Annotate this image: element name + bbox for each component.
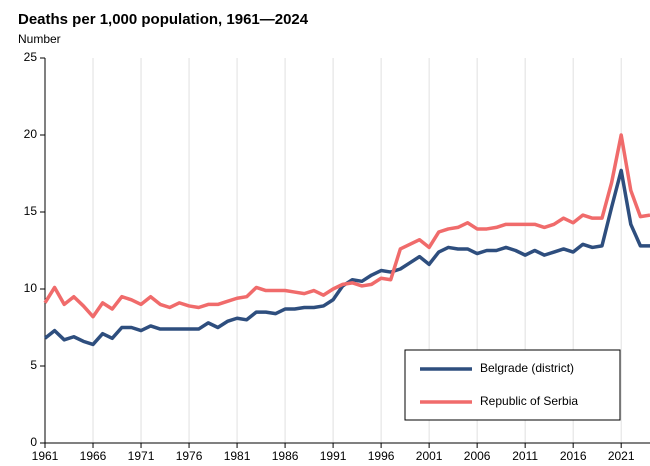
x-tick-label: 1981 [224,449,251,463]
y-tick-label: 0 [30,435,37,449]
chart-title: Deaths per 1,000 population, 1961—2024 [18,11,309,28]
y-tick-label: 10 [24,281,38,295]
x-tick-label: 2016 [560,449,587,463]
x-tick-label: 1966 [80,449,107,463]
line-series [43,133,650,319]
chart-subtitle: Number [18,32,61,46]
legend-label: Belgrade (district) [480,361,574,375]
x-tick-label: 2001 [416,449,443,463]
y-tick-label: 5 [30,358,37,372]
y-tick-label: 25 [24,50,38,64]
y-tick-label: 20 [24,127,38,141]
y-tick-label: 15 [24,204,38,218]
legend-box [404,349,621,421]
x-tick-label: 1971 [128,449,155,463]
line-series [43,168,650,347]
x-tick-label: 1996 [368,449,395,463]
legend-label: Republic of Serbia [480,394,578,408]
x-tick-label: 2011 [512,449,538,463]
x-tick-label: 1986 [272,449,299,463]
x-tick-label: 1991 [320,449,347,463]
x-tick-label: 2006 [464,449,491,463]
x-tick-label: 2021 [608,449,635,463]
x-tick-label: 1976 [176,449,203,463]
x-tick-label: 1961 [32,449,59,463]
